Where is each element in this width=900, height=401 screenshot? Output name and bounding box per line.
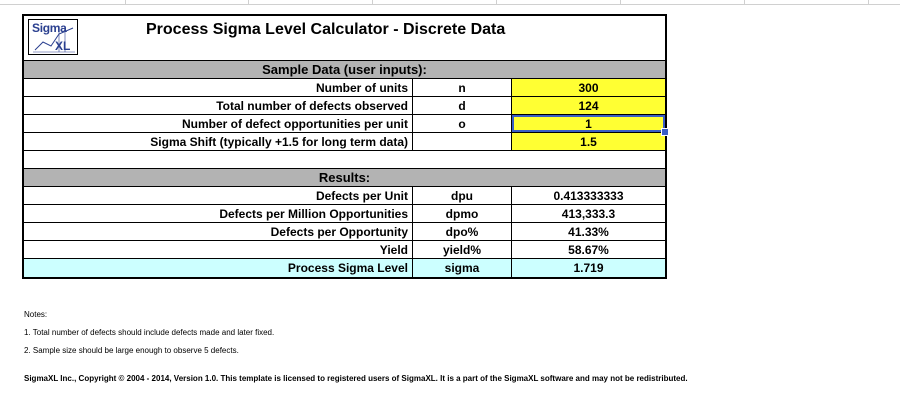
input-label: Number of defect opportunities per unit	[24, 115, 413, 132]
notes-heading: Notes:	[24, 310, 48, 319]
defects-input-cell[interactable]: 124	[512, 97, 665, 114]
input-symbol: n	[413, 79, 512, 96]
sigma-value-cell[interactable]: 1.719	[512, 259, 665, 277]
input-row-sigma-shift: Sigma Shift (typically +1.5 for long ter…	[24, 133, 665, 151]
inputs-section-header: Sample Data (user inputs):	[24, 61, 665, 79]
sigma-shift-input-cell[interactable]: 1.5	[512, 133, 665, 150]
result-symbol: yield%	[413, 241, 512, 258]
spreadsheet-column-gridlines	[0, 0, 900, 5]
result-label: Process Sigma Level	[24, 259, 413, 277]
input-row-opportunities: Number of defect opportunities per unit …	[24, 115, 669, 136]
input-label: Number of units	[24, 79, 413, 96]
spacer-row	[24, 151, 665, 169]
results-section-header: Results:	[24, 169, 665, 187]
opportunities-value: 1	[585, 116, 592, 131]
result-row-yield: Yield yield% 58.67%	[24, 241, 665, 259]
result-row-dpmo: Defects per Million Opportunities dpmo 4…	[24, 205, 665, 223]
result-label: Defects per Million Opportunities	[24, 205, 413, 222]
input-row-defects: Total number of defects observed d 124	[24, 97, 665, 115]
result-label: Yield	[24, 241, 413, 258]
result-row-dpu: Defects per Unit dpu 0.413333333	[24, 187, 665, 205]
sigmaxl-logo: Sigma XL	[28, 19, 78, 55]
copyright-footer: SigmaXL Inc., Copyright © 2004 - 2014, V…	[24, 374, 688, 383]
dpo-value-cell[interactable]: 41.33%	[568, 224, 609, 239]
result-symbol: dpmo	[413, 205, 512, 222]
units-input-cell[interactable]: 300	[512, 79, 665, 96]
result-symbol: dpo%	[413, 223, 512, 240]
notes-block: Notes: 1. Total number of defects should…	[24, 306, 274, 360]
fill-handle[interactable]	[661, 128, 669, 136]
dpu-value-cell[interactable]: 0.413333333	[553, 188, 624, 203]
result-label: Defects per Opportunity	[24, 223, 413, 240]
dpmo-value-cell[interactable]: 413,333.3	[561, 206, 616, 221]
input-symbol: d	[413, 97, 512, 114]
input-symbol	[413, 133, 512, 150]
inputs-section-label: Sample Data (user inputs):	[262, 62, 427, 77]
note-item: 2. Sample size should be large enough to…	[24, 346, 239, 355]
page-title: Process Sigma Level Calculator - Discret…	[146, 21, 506, 38]
result-row-sigma: Process Sigma Level sigma 1.719	[24, 259, 665, 277]
input-label: Sigma Shift (typically +1.5 for long ter…	[24, 133, 413, 150]
result-symbol: sigma	[413, 259, 512, 277]
results-section-label: Results:	[318, 170, 371, 185]
result-symbol: dpu	[413, 187, 512, 204]
input-label: Total number of defects observed	[24, 97, 413, 114]
input-row-units: Number of units n 300	[24, 79, 665, 97]
result-label: Defects per Unit	[24, 187, 413, 204]
input-symbol: o	[413, 115, 512, 132]
logo-text-xl: XL	[55, 39, 71, 53]
title-row: Sigma XL Process Sigma Level Calculator …	[24, 16, 665, 61]
yield-value-cell[interactable]: 58.67%	[568, 242, 609, 257]
logo-text-sigma: Sigma	[32, 21, 67, 35]
result-row-dpo: Defects per Opportunity dpo% 41.33%	[24, 223, 665, 241]
note-item: 1. Total number of defects should includ…	[24, 328, 275, 337]
calculator-sheet: Sigma XL Process Sigma Level Calculator …	[22, 14, 669, 279]
opportunities-input-cell[interactable]: 1	[512, 115, 669, 136]
logo-graph-icon	[33, 26, 75, 53]
